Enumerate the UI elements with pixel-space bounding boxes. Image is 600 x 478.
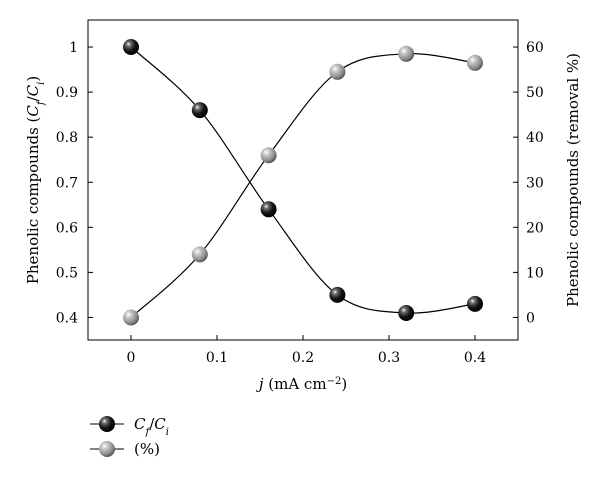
x-tick-label: 0.3 xyxy=(378,350,400,366)
plot-frame xyxy=(87,19,519,341)
x-tick-label: 0.4 xyxy=(464,350,486,366)
data-point-series-0 xyxy=(467,295,483,312)
data-point-series-1 xyxy=(398,45,415,62)
legend-item-percent: (%) xyxy=(90,440,160,458)
y2-tick-label: 30 xyxy=(526,175,544,191)
x-tick-label: 0 xyxy=(127,350,136,366)
data-point-series-1 xyxy=(260,147,277,164)
y2-tick-label: 50 xyxy=(526,85,544,101)
legend-marker-cf-ci xyxy=(99,416,115,432)
data-point-series-0 xyxy=(191,102,208,119)
legend: Cf/Ci (%) xyxy=(90,415,169,458)
x-tick-label: 0.1 xyxy=(206,350,228,366)
legend-item-cf-ci: Cf/Ci xyxy=(90,415,169,438)
legend-label-percent: (%) xyxy=(134,440,160,458)
y-tick-label: 0.8 xyxy=(56,130,78,146)
data-point-series-1 xyxy=(191,246,208,263)
data-point-series-0 xyxy=(329,286,346,303)
series-markers xyxy=(123,39,483,326)
y-axis-title-right: Phenolic compounds (removal %) xyxy=(564,53,582,307)
y-axis-title-left: Phenolic compounds (Cf/Ci) xyxy=(24,76,47,284)
series-curves xyxy=(130,46,476,318)
y-tick-label: 0.9 xyxy=(56,85,78,101)
data-point-series-0 xyxy=(398,305,415,321)
y2-tick-label: 20 xyxy=(526,220,544,236)
y-tick-label: 1 xyxy=(69,40,78,56)
y-tick-label: 0.5 xyxy=(56,265,78,281)
data-point-series-1 xyxy=(467,54,483,71)
legend-marker-percent xyxy=(99,441,115,457)
y2-tick-label: 10 xyxy=(526,265,544,281)
y2-tick-label: 40 xyxy=(526,130,544,146)
y2-tick-label: 0 xyxy=(526,310,535,326)
y-tick-label: 0.6 xyxy=(56,220,78,236)
y-tick-label: 0.4 xyxy=(56,310,78,326)
data-point-series-0 xyxy=(260,201,277,218)
data-point-series-1 xyxy=(329,63,346,80)
y2-tick-label: 60 xyxy=(526,40,544,56)
data-point-series-0 xyxy=(123,39,139,55)
x-tick-label: 0.2 xyxy=(292,350,314,366)
x-axis-title: j (mA cm−2) xyxy=(256,375,347,393)
legend-label-cf-ci: Cf/Ci xyxy=(134,415,169,438)
axis-ticks: 0 0.1 0.2 0.3 0.40.40.50.60.70.80.9101020304… xyxy=(56,40,544,366)
series-line-1 xyxy=(130,53,476,318)
y-tick-label: 0.7 xyxy=(56,175,78,191)
data-point-series-1 xyxy=(123,309,139,326)
